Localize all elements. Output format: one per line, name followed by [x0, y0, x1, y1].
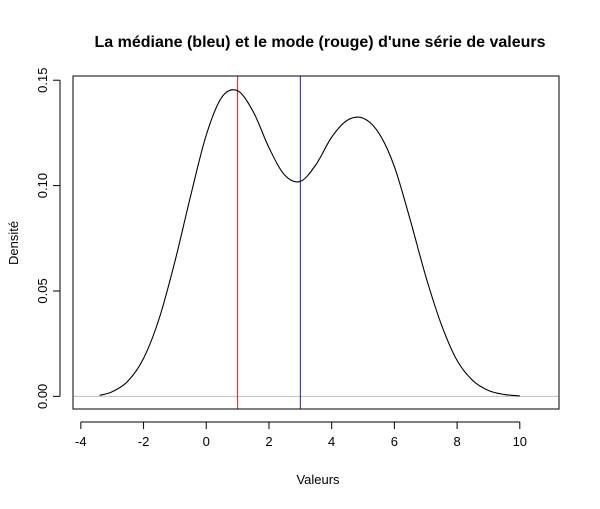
x-tick-label: 8	[453, 434, 460, 449]
y-tick-label: 0.15	[35, 68, 50, 93]
y-axis-title: Densité	[6, 221, 21, 265]
x-tick-label: -4	[75, 434, 87, 449]
plot-frame	[72, 75, 560, 410]
y-tick-label: 0.00	[35, 384, 50, 409]
x-tick-label: 4	[328, 434, 335, 449]
x-axis: -4 -2 0 2 4 6 8 10	[75, 421, 527, 449]
y-axis: 0.00 0.05 0.10 0.15	[35, 68, 61, 409]
y-tick-label: 0.05	[35, 278, 50, 303]
density-curve	[99, 89, 520, 397]
x-tick-label: 10	[513, 434, 527, 449]
x-tick-label: 0	[203, 434, 210, 449]
x-axis-title: Valeurs	[296, 472, 340, 487]
chart-title: La médiane (bleu) et le mode (rouge) d'u…	[94, 34, 545, 51]
y-tick-label: 0.10	[35, 173, 50, 198]
x-tick-label: -2	[138, 434, 150, 449]
x-tick-label: 6	[391, 434, 398, 449]
x-tick-label: 2	[265, 434, 272, 449]
